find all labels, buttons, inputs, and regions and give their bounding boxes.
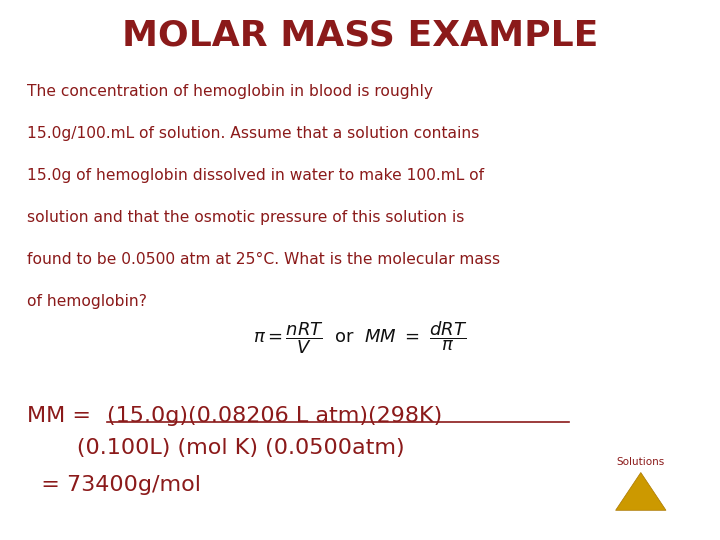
Text: MM =: MM =: [27, 406, 99, 426]
Text: = 73400g/mol: = 73400g/mol: [27, 475, 202, 495]
Text: (0.100L) (mol K) (0.0500atm): (0.100L) (mol K) (0.0500atm): [27, 438, 405, 458]
Text: of hemoglobin?: of hemoglobin?: [27, 294, 148, 309]
Text: $\pi = \dfrac{nRT}{V}$  or  $MM\ =\ \dfrac{dRT}{\pi}$: $\pi = \dfrac{nRT}{V}$ or $MM\ =\ \dfrac…: [253, 319, 467, 356]
Text: MOLAR MASS EXAMPLE: MOLAR MASS EXAMPLE: [122, 19, 598, 53]
Text: 15.0g/100.mL of solution. Assume that a solution contains: 15.0g/100.mL of solution. Assume that a …: [27, 126, 480, 141]
Polygon shape: [616, 472, 666, 510]
Text: The concentration of hemoglobin in blood is roughly: The concentration of hemoglobin in blood…: [27, 84, 433, 99]
Text: Solutions: Solutions: [616, 457, 665, 467]
Text: solution and that the osmotic pressure of this solution is: solution and that the osmotic pressure o…: [27, 210, 464, 225]
Text: (15.0g)(0.08206 L atm)(298K): (15.0g)(0.08206 L atm)(298K): [107, 406, 442, 426]
Text: 15.0g of hemoglobin dissolved in water to make 100.mL of: 15.0g of hemoglobin dissolved in water t…: [27, 168, 485, 183]
Text: found to be 0.0500 atm at 25°C. What is the molecular mass: found to be 0.0500 atm at 25°C. What is …: [27, 252, 500, 267]
